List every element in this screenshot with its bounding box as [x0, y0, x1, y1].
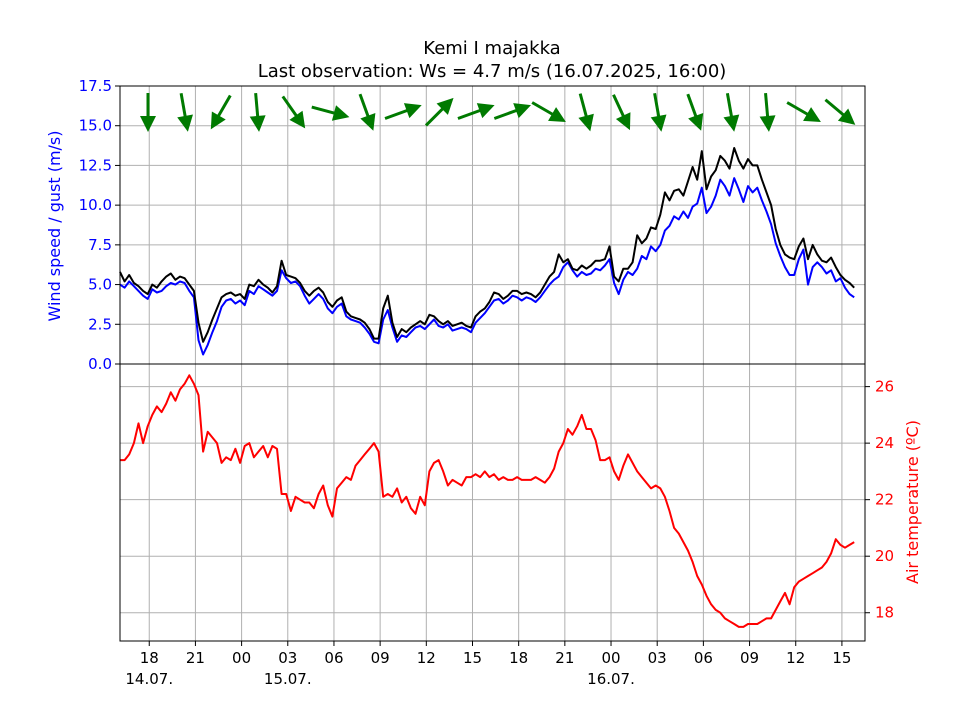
temperature-axes: 18 14.07. 21 00 03 15.07. 06 09 12 15 18 21 00 16.07.…: [119, 363, 894, 688]
x-tick-label: 09: [740, 649, 759, 667]
wind-direction-arrow: [384, 103, 422, 120]
wind-y-tick-label: 15.0: [79, 117, 112, 135]
chart-title: Kemi I majakka: [423, 38, 560, 59]
temperature-series: [120, 374, 855, 628]
x-tick-label: 00: [232, 649, 251, 667]
wind-direction-arrow: [759, 92, 776, 132]
x-tick-label: 06: [324, 649, 343, 667]
wind-ylabel: Wind speed / gust (m/s): [45, 131, 64, 322]
wind-direction-arrow: [249, 92, 266, 132]
wind-direction-arrow: [723, 93, 740, 132]
wind-direction-arrow: [140, 93, 156, 132]
wind-direction-arrow: [358, 93, 376, 131]
x-tick-label: 21: [186, 649, 205, 667]
x-tick-label: 09: [371, 649, 390, 667]
x-tick-label: 18: [509, 649, 528, 667]
wind-y-tick-label: 2.5: [88, 315, 112, 333]
wind-direction-arrow: [493, 103, 531, 120]
x-tick-label: 03: [648, 649, 667, 667]
x-date-label: 16.07.: [587, 670, 635, 688]
wind-y-tick-label: 12.5: [79, 156, 112, 174]
temperature-y-tick-label: 22: [875, 491, 894, 509]
x-tick-label: 12: [417, 649, 436, 667]
wind-direction-arrow: [210, 94, 232, 130]
wind-gust-line: [119, 147, 855, 343]
wind-direction-arrows: [140, 92, 856, 132]
temperature-y-tick-label: 24: [875, 434, 894, 452]
wind-direction-arrow: [281, 95, 306, 129]
x-tick-label: 15: [463, 649, 482, 667]
wind-y-tick-label: 5.0: [88, 276, 112, 294]
wind-direction-arrow: [311, 105, 350, 121]
x-tick-label: 15: [832, 649, 851, 667]
wind-speed-line: [119, 177, 855, 356]
temperature-y-tick-label: 18: [875, 604, 894, 622]
temperature-grid: [120, 364, 865, 641]
wind-direction-arrow: [177, 93, 193, 132]
wind-y-tick-label: 17.5: [79, 77, 112, 95]
wind-direction-arrow: [457, 103, 495, 120]
air-temperature-line: [120, 374, 855, 628]
x-tick-label: 03: [278, 649, 297, 667]
temperature-y-tick-label: 26: [875, 378, 894, 396]
wind-axes-frame: [119, 85, 866, 365]
wind-direction-arrow: [612, 94, 631, 131]
wind-y-tick-label: 7.5: [88, 236, 112, 254]
chart-subtitle: Last observation: Ws = 4.7 m/s (16.07.20…: [258, 61, 727, 82]
temperature-ylabel: Air temperature (ºC): [903, 420, 922, 584]
x-tick-label: 00: [601, 649, 620, 667]
wind-y-tick-label: 0.0: [88, 355, 112, 373]
x-tick-label: 06: [694, 649, 713, 667]
wind-series: [119, 147, 855, 356]
x-date-label: 14.07.: [125, 670, 173, 688]
temperature-y-tick-label: 20: [875, 547, 894, 565]
x-tick-label: 12: [786, 649, 805, 667]
wind-direction-arrow: [824, 98, 856, 125]
x-date-label: 15.07.: [264, 670, 312, 688]
wind-direction-arrow: [531, 101, 566, 122]
wind-direction-arrow: [686, 93, 704, 131]
wind-grid: [120, 85, 865, 364]
wind-direction-arrow: [578, 93, 594, 132]
x-tick-label: 18: [140, 649, 159, 667]
wind-direction-arrow: [786, 101, 821, 122]
x-tick-label: 21: [555, 649, 574, 667]
temperature-axes-frame: [119, 363, 866, 642]
wind-direction-arrow: [650, 93, 667, 132]
wind-y-tick-label: 10.0: [79, 196, 112, 214]
